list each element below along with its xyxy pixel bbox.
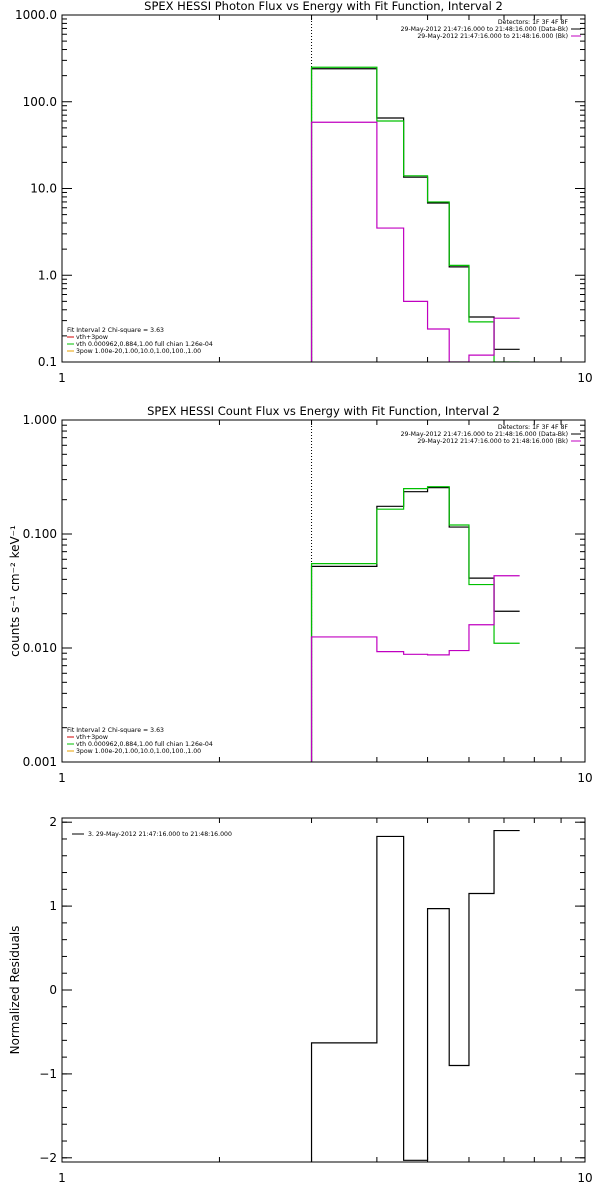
y-tick-label: 0.100 <box>23 527 57 541</box>
axis-ticks <box>61 818 586 1162</box>
plot-frame <box>61 419 586 763</box>
y-tick-label: 0.1 <box>38 355 57 369</box>
series-group <box>310 486 520 762</box>
series-line-data-bk <box>310 68 520 362</box>
y-tick-label: 1000.0 <box>15 8 57 22</box>
y-tick-label: 1.0 <box>38 268 57 282</box>
chart-title: SPEX HESSI Count Flux vs Energy with Fit… <box>147 404 500 418</box>
plot-frame <box>61 14 586 363</box>
y-tick-label: −1 <box>39 1067 57 1081</box>
chart-title: SPEX HESSI Photon Flux vs Energy with Fi… <box>144 0 503 13</box>
legend-entry: Fit Interval 2 Chi-square = 3.63 <box>67 327 164 334</box>
series-group <box>310 829 520 1162</box>
info-line: Detectors: 1F 3F 4F 8F <box>498 424 569 431</box>
axis-ticks <box>61 419 586 763</box>
chart-panel-photon: SPEX HESSI Photon Flux vs Energy with Fi… <box>15 0 593 385</box>
y-tick-label: 10.0 <box>30 182 57 196</box>
legend-entry: 3. 29-May-2012 21:47:16.000 to 21:48:16.… <box>88 831 232 838</box>
x-tick-label: 10 <box>577 771 592 785</box>
x-tick-label: 1 <box>58 1171 66 1185</box>
legend-entry: vth+3pow <box>76 734 108 741</box>
info-line: Detectors: 1F 3F 4F 8F <box>498 19 569 26</box>
series-line-fit <box>310 66 520 362</box>
x-tick-label: 1 <box>58 371 66 385</box>
legend-entry: 3pow 1.00e-20,1.00,10.0,1.00,100.,1.00 <box>76 748 201 755</box>
y-axis-label: Normalized Residuals <box>8 926 22 1055</box>
x-tick-label: 10 <box>577 371 592 385</box>
plot-frame <box>61 817 586 1163</box>
info-line: 29-May-2012 21:47:16.000 to 21:48:16.000… <box>417 438 568 445</box>
legend-entry: vth+3pow <box>76 334 108 341</box>
y-tick-label: 1.000 <box>23 413 57 427</box>
y-tick-label: 100.0 <box>23 95 57 109</box>
series-line-data-bk <box>310 487 520 762</box>
series-line-bk <box>310 121 520 362</box>
chart-panel-count: SPEX HESSI Count Flux vs Energy with Fit… <box>8 404 593 785</box>
legend-entry: vth 0.000962,0.884,1.00 full chian 1.26e… <box>76 741 213 748</box>
legend-entry: Fit Interval 2 Chi-square = 3.63 <box>67 727 164 734</box>
series-line-bk <box>310 575 520 762</box>
y-axis-label: counts s⁻¹ cm⁻² keV⁻¹ <box>8 525 22 657</box>
y-tick-label: 0.001 <box>23 755 57 769</box>
y-tick-label: −2 <box>39 1151 57 1165</box>
x-tick-label: 1 <box>58 771 66 785</box>
series-group <box>310 66 520 362</box>
info-line: 29-May-2012 21:47:16.000 to 21:48:16.000… <box>401 431 568 438</box>
y-tick-label: 0.010 <box>23 641 57 655</box>
y-tick-label: 1 <box>49 899 57 913</box>
legend-entry: vth 0.000962,0.884,1.00 full chian 1.26e… <box>76 341 213 348</box>
series-line-fit <box>310 486 520 762</box>
y-tick-label: 0 <box>49 983 57 997</box>
info-line: 29-May-2012 21:47:16.000 to 21:48:16.000… <box>417 33 568 40</box>
y-tick-label: 2 <box>49 815 57 829</box>
series-line-3-29-may-2012-21-47-16-000-to-21-48-16-000 <box>310 829 520 1162</box>
legend-entry: 3pow 1.00e-20,1.00,10.0,1.00,100.,1.00 <box>76 348 201 355</box>
axis-ticks <box>61 14 586 363</box>
x-tick-label: 10 <box>577 1171 592 1185</box>
info-line: 29-May-2012 21:47:16.000 to 21:48:16.000… <box>401 26 568 33</box>
